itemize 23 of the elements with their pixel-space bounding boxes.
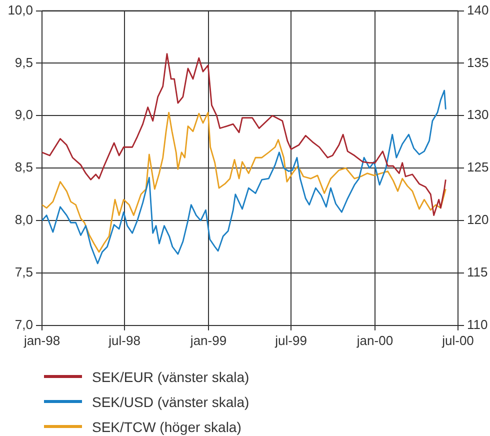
y2-tick-label: 140 xyxy=(467,2,489,18)
y-tick-label: 9,5 xyxy=(14,54,33,70)
y2-tick-label: 115 xyxy=(467,264,488,280)
y-tick-label: 9,0 xyxy=(14,107,33,122)
legend-label: SEK/EUR (vänster skala) xyxy=(92,368,250,384)
y2-tick-label: 125 xyxy=(467,160,489,175)
y-tick-label: 8,0 xyxy=(14,212,33,228)
y2-tick-label: 130 xyxy=(467,107,489,122)
x-tick-label: jul-98 xyxy=(108,332,140,348)
y-tick-label: 10,0 xyxy=(8,2,33,18)
y-tick-label: 7,0 xyxy=(14,316,33,332)
x-tick-label: jan-98 xyxy=(22,332,60,348)
x-tick-label: jan-00 xyxy=(356,332,394,348)
legend-label: SEK/TCW (höger skala) xyxy=(92,418,242,434)
legend-label: SEK/USD (vänster skala) xyxy=(92,394,250,410)
y2-tick-label: 110 xyxy=(467,316,488,332)
x-tick-label: jul-99 xyxy=(274,332,307,348)
x-tick-label: jul-00 xyxy=(441,332,474,348)
y2-tick-label: 120 xyxy=(467,212,489,228)
x-tick-label: jan-99 xyxy=(189,332,227,348)
y-tick-label: 8,5 xyxy=(14,160,33,175)
y-tick-label: 7,5 xyxy=(14,264,33,280)
y2-tick-label: 135 xyxy=(467,54,489,70)
